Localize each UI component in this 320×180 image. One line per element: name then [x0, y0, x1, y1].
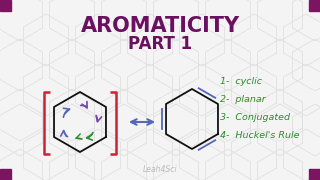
- Bar: [309, 0, 320, 11]
- Text: AROMATICITY: AROMATICITY: [80, 16, 240, 36]
- Text: 3-  Conjugated: 3- Conjugated: [220, 113, 290, 122]
- Bar: [0, 0, 11, 11]
- Text: 4-  Huckel's Rule: 4- Huckel's Rule: [220, 131, 300, 140]
- Text: 1-  cyclic: 1- cyclic: [220, 77, 262, 86]
- Text: PART 1: PART 1: [128, 35, 192, 53]
- Bar: [309, 169, 320, 180]
- Text: Leah4Sci: Leah4Sci: [143, 165, 177, 174]
- Text: 2-  planar: 2- planar: [220, 95, 266, 104]
- Bar: [0, 169, 11, 180]
